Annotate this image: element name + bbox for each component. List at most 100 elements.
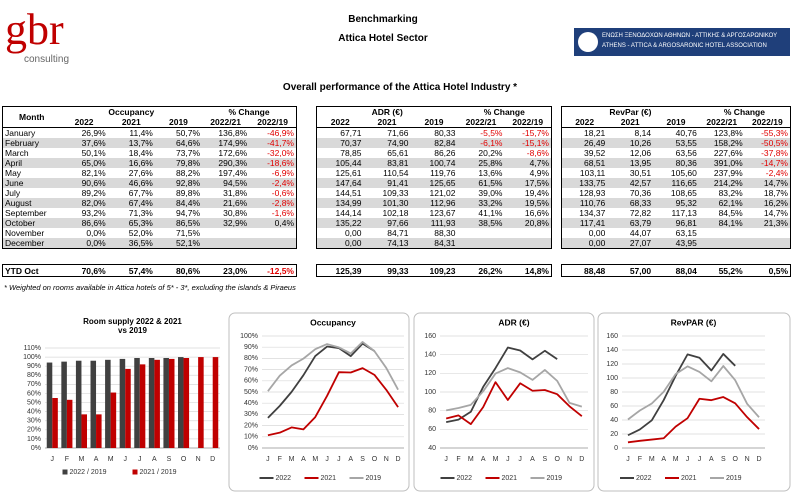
table-cell: -37,8% — [761, 148, 788, 158]
data-table: ADR (€)% Change 2022 2021 2019 2022/21 2022/1… — [316, 106, 552, 249]
x-tick-label: J — [506, 456, 510, 463]
table-cell: 0,5% — [768, 265, 788, 276]
column-header: 2019 — [410, 117, 458, 128]
x-tick-label: J — [518, 456, 522, 463]
table-cell: 71,66 — [387, 128, 409, 138]
table-row: 0,00 74,13 84,31 — [316, 238, 552, 249]
table-cell: 144,14 — [335, 208, 362, 218]
table-cell: 13,7% — [107, 138, 155, 148]
table-cell: 39,0% — [478, 188, 503, 198]
y-tick-label: 160 — [424, 333, 436, 340]
table-cell: 53,55 — [653, 138, 699, 148]
table-cell: 103,11 — [579, 168, 606, 178]
y-tick-label: 80% — [27, 372, 41, 379]
chart-title: Room supply 2022 & 2021 — [83, 317, 182, 326]
column-header: 2022 — [316, 117, 364, 128]
table-cell: 65,3% — [107, 218, 155, 228]
y-tick-label: 80 — [428, 408, 436, 415]
y-tick-label: 20% — [27, 427, 41, 434]
chart-frame — [597, 312, 791, 492]
table-row: 134,99 101,30 112,96 33,2% 19,5% — [316, 198, 552, 208]
table-row: 0,00 84,71 88,30 — [317, 228, 552, 238]
table-cell: 84,4% — [154, 198, 203, 208]
logo-line: ΕΝΩΣΗ ΞΕΝΟΔΟΧΩΝ ΑΘΗΝΩΝ - ΑΤΤΙΚΗΣ & ΑΡΓΟΣ… — [602, 33, 778, 39]
data-table: Month Occupancy% Change 2022 2021 2019 2022/2… — [2, 106, 297, 249]
month-cell: December — [2, 238, 61, 249]
table-cell: 17,5% — [504, 178, 552, 188]
bar — [183, 358, 190, 448]
bar — [139, 364, 146, 448]
table-cell: 86,6% — [60, 218, 108, 228]
table-cell: 84,5% — [718, 208, 743, 218]
x-tick-label: A — [152, 456, 157, 463]
table-cell: 27,6% — [128, 168, 153, 178]
column-header: 2022 — [60, 117, 108, 128]
x-tick-label: D — [396, 456, 401, 463]
table-cell: 0,00 — [316, 238, 364, 249]
x-tick-label: A — [301, 456, 306, 463]
y-tick-label: 140 — [606, 347, 618, 354]
chart-frame — [413, 312, 595, 492]
table-cell: 70,37 — [316, 138, 364, 148]
table-cell: 65,0% — [60, 158, 108, 168]
table-cell: 0,4% — [249, 218, 297, 228]
table-row: February 37,6% 13,7% 64,6% 174,9% -41,7% — [2, 138, 297, 148]
table-row: 144,14 102,18 123,67 41,1% 16,6% — [317, 208, 552, 218]
table-row: 39,52 12,06 63,56 227,6% -37,8% — [562, 148, 791, 158]
header-row: RevPar (€)% Change — [561, 106, 791, 117]
data-table: RevPar (€)% Change 2022 2021 2019 2022/21 202… — [561, 106, 791, 249]
table-row: 135,22 97,66 111,93 38,5% 20,8% — [316, 218, 552, 228]
y-tick-label: 70% — [27, 381, 41, 388]
table-cell: 44,07 — [629, 228, 652, 238]
x-tick-label: D — [210, 456, 215, 463]
table-cell: 108,65 — [670, 188, 697, 198]
table-cell: 68,51 — [561, 158, 608, 168]
table-row: 26,49 10,26 53,55 158,2% -50,5% — [561, 138, 791, 148]
table-cell: 16,2% — [744, 198, 791, 208]
line — [267, 341, 399, 392]
table-cell: 38,5% — [457, 218, 505, 228]
table-cell: 89,2% — [81, 188, 106, 198]
x-tick-label: S — [360, 456, 365, 463]
header-row: 2022 2021 2019 2022/21 2022/19 — [3, 117, 297, 128]
empty-cell — [249, 238, 297, 249]
x-tick-label: F — [456, 456, 460, 463]
table-cell: 26,9% — [81, 128, 106, 138]
line — [627, 353, 736, 437]
x-tick-label: A — [481, 456, 486, 463]
x-tick-label: N — [384, 456, 389, 463]
table-cell: 0,0% — [86, 228, 106, 238]
y-tick-label: 40 — [610, 417, 618, 424]
bar — [96, 414, 102, 448]
table-cell: 71,3% — [128, 208, 153, 218]
table-row: 134,37 72,82 117,13 84,5% 14,7% — [562, 208, 791, 218]
x-tick-label: J — [325, 456, 329, 463]
legend-label: 2021 / 2019 — [140, 469, 177, 476]
month-cell: June — [2, 178, 61, 188]
group-header: % Change — [457, 106, 552, 117]
logo-right: ΕΝΩΣΗ ΞΕΝΟΔΟΧΩΝ ΑΘΗΝΩΝ - ΑΤΤΙΚΗΣ & ΑΡΓΟΣ… — [574, 28, 790, 56]
table-cell: 57,4% — [128, 265, 153, 276]
table-cell: 96,81 — [653, 218, 699, 228]
table-cell: 37,6% — [60, 138, 108, 148]
y-tick-label: 80 — [610, 389, 618, 396]
line — [445, 381, 583, 425]
table-cell: 30,8% — [223, 208, 248, 218]
chart-title: RevPAR (€) — [671, 317, 717, 327]
line — [267, 342, 375, 419]
table-cell: 67,4% — [107, 198, 155, 208]
x-tick-label: M — [468, 456, 474, 463]
table-cell: 117,41 — [561, 218, 608, 228]
table-cell: 20,8% — [504, 218, 552, 228]
chart-frame — [228, 312, 410, 492]
empty-cell — [457, 238, 505, 249]
table-cell: 55,2% — [718, 265, 743, 276]
y-tick-label: 100 — [606, 375, 618, 382]
table-row: October 86,6% 65,3% 86,5% 32,9% 0,4% — [2, 218, 297, 228]
table-cell: 14,7% — [744, 178, 791, 188]
table-cell: 63,79 — [607, 218, 654, 228]
column-header: 2019 — [653, 117, 699, 128]
table-cell: 18,4% — [128, 148, 153, 158]
table-cell: 84,1% — [698, 218, 745, 228]
y-tick-label: 10% — [27, 436, 41, 443]
